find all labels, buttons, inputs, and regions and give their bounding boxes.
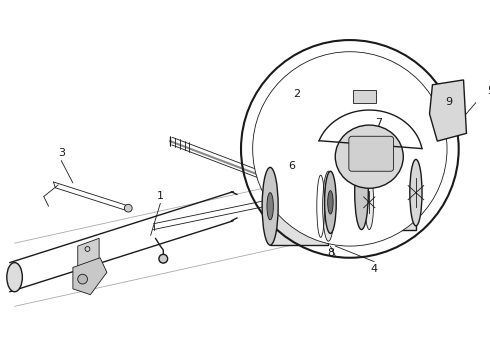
Ellipse shape [335, 125, 403, 188]
Ellipse shape [267, 193, 273, 220]
Text: 7: 7 [375, 118, 383, 128]
Text: 1: 1 [157, 190, 164, 201]
Ellipse shape [324, 171, 336, 233]
Ellipse shape [328, 191, 333, 214]
Ellipse shape [78, 274, 87, 284]
Text: 9: 9 [445, 97, 453, 107]
Ellipse shape [355, 156, 368, 230]
Ellipse shape [410, 159, 422, 226]
Polygon shape [362, 156, 416, 230]
Polygon shape [330, 171, 369, 233]
Ellipse shape [253, 52, 447, 246]
Text: 8: 8 [327, 248, 334, 258]
Ellipse shape [124, 204, 132, 212]
Polygon shape [430, 80, 466, 141]
Ellipse shape [322, 171, 334, 241]
Ellipse shape [7, 262, 23, 292]
Polygon shape [78, 238, 99, 267]
FancyBboxPatch shape [349, 136, 393, 171]
Ellipse shape [159, 255, 168, 263]
Ellipse shape [262, 167, 278, 245]
Polygon shape [270, 167, 328, 245]
FancyBboxPatch shape [353, 90, 376, 103]
Text: 5: 5 [487, 86, 490, 96]
Text: 3: 3 [58, 148, 65, 158]
Text: 2: 2 [293, 90, 300, 99]
Ellipse shape [365, 175, 374, 230]
Polygon shape [73, 258, 107, 295]
Text: 4: 4 [370, 264, 378, 274]
Text: 6: 6 [288, 161, 295, 171]
